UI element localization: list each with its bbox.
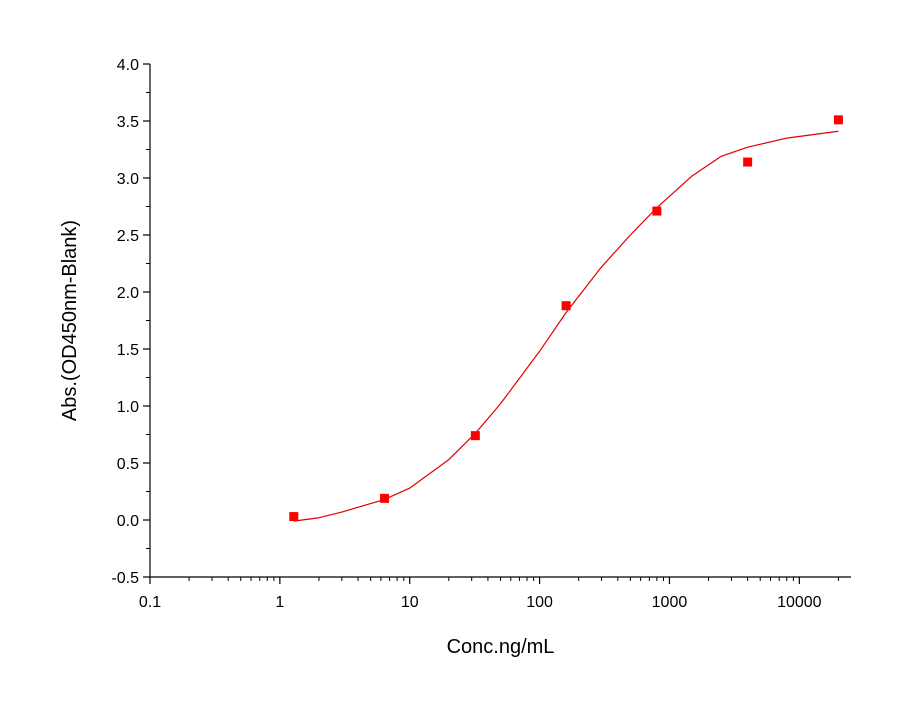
data-point [380,493,390,503]
x-tick-label: 0.1 [139,594,161,611]
axes [149,64,851,578]
y-tick-label: 0.5 [117,456,139,473]
fit-curve-line [293,130,839,522]
x-tick-label: 10 [401,594,419,611]
y-tick-label: 3.5 [117,114,139,131]
y-tick-label: 3.0 [117,171,139,188]
y-tick-label: 2.0 [117,285,139,302]
y-tick-label: 2.5 [117,228,139,245]
y-tick-label: 4.0 [117,57,139,74]
x-tick-label: 100 [526,594,553,611]
data-point [652,206,662,216]
x-axis-title: Conc.ng/mL [447,636,555,658]
y-tick-label: 1.5 [117,342,139,359]
fit-curve-group [293,130,839,522]
data-point [470,431,480,441]
y-tick-label: -0.5 [111,570,139,587]
data-point [561,301,571,311]
x-tick-label: 1 [275,594,284,611]
y-tick-label: 0.0 [117,513,139,530]
x-tick-label: 10000 [777,594,822,611]
data-points [289,115,843,522]
y-tick-label: 1.0 [117,399,139,416]
data-point [289,512,299,522]
y-axis-ticks: -0.5 0.0 0.5 1.0 1.5 2.0 2.5 3.0 3.5 4.0 [111,57,150,587]
data-point [743,157,753,167]
data-point [833,115,843,125]
y-axis-title: Abs.(OD450nm-Blank) [59,220,81,421]
x-tick-label: 1000 [652,594,688,611]
x-axis-ticks: 0.1 1 10 100 1000 10000 [139,577,839,611]
